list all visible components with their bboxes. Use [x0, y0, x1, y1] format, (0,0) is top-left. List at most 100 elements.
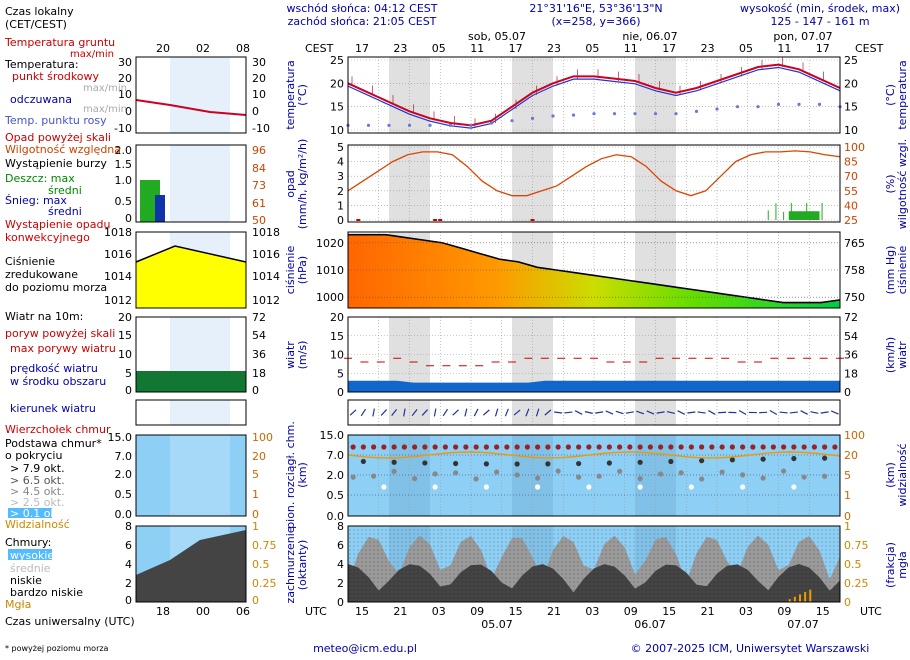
legend-cl-high: wysokie	[10, 549, 54, 562]
legend-rain: Deszcz: max	[5, 172, 75, 185]
wind-tick-r: 54	[844, 330, 858, 343]
cloud-top-dot	[401, 444, 407, 450]
wind-tick-r: 18	[844, 367, 858, 380]
wind-arrow	[656, 411, 665, 414]
night-band	[389, 57, 430, 133]
hum-tick: 70	[844, 170, 858, 183]
mini-pres-tick: 1012	[104, 294, 132, 307]
legend-temp-maxmin: max/min	[83, 83, 127, 94]
legend-okt5: > 0.1 okt.	[10, 507, 65, 520]
dew-point	[653, 112, 658, 116]
footer-email[interactable]: meteo@icm.edu.pl	[313, 642, 417, 655]
mini-pres-tick-r: 1016	[252, 248, 280, 261]
cloud-base-dot	[740, 484, 746, 490]
bottom-hour: 03	[585, 605, 599, 618]
vis-tick: 100	[844, 429, 865, 442]
mini-pres-tick: 1018	[104, 226, 132, 239]
legend-visibility: Widzialność	[5, 518, 70, 531]
cloud-top-dot	[658, 444, 664, 450]
mini-pres-tick-r: 1012	[252, 294, 280, 307]
cloud-base-dot	[391, 468, 397, 474]
dew-point	[756, 105, 760, 109]
day-label-2: nie, 06.07	[622, 30, 677, 43]
mini-wind-tick: 0	[125, 384, 132, 397]
mini-hum-tick: 96	[252, 144, 266, 157]
cloud-tick: 15.0	[320, 429, 345, 442]
cest-right: CEST	[855, 42, 884, 55]
precip-tick: 4	[337, 156, 344, 169]
dew-point	[694, 109, 699, 113]
vis-tick: 0	[844, 510, 851, 523]
mini-fog-tick: 0.25	[252, 577, 277, 590]
dew-point	[469, 123, 473, 127]
wind-arrow	[666, 410, 675, 415]
bottom-hour: 09	[777, 605, 791, 618]
wind-arrow	[349, 409, 357, 416]
cloud-base-dot	[576, 474, 582, 480]
dew-point	[407, 123, 412, 127]
legend-pressure2: zredukowane	[5, 268, 78, 281]
cloud-base-dot	[781, 468, 787, 474]
side-wind-r: (km/h)	[884, 337, 897, 373]
dew-point	[592, 112, 596, 116]
mini-pres-tick: 1014	[104, 270, 132, 283]
legend-precip-occ: Wystąpienie opadu	[5, 218, 110, 231]
side-temp-r2: temperatura	[896, 60, 909, 129]
temp-tick-r: 20	[844, 77, 858, 90]
mini-cov-tick: 6	[125, 539, 132, 552]
cloud-base-dot	[699, 476, 705, 482]
hum-tick: 55	[844, 185, 858, 198]
mini-wind-tick-r: 54	[252, 329, 266, 342]
cloud-base-dot	[740, 472, 746, 478]
legend-gust-over: poryw powyżej skali	[5, 327, 115, 340]
temp-tick: 20	[330, 77, 344, 90]
side-fog-r2: mgła	[896, 551, 909, 579]
panel-frame	[347, 56, 841, 134]
side-cov-l2: (oktanty)	[296, 540, 309, 591]
cloud-base-dot	[350, 474, 356, 480]
cloud-base-dot	[658, 471, 664, 477]
wind-arrow	[433, 408, 437, 417]
legend-temp-soil-sub: max/min	[70, 49, 114, 60]
cloud-base-dot	[637, 459, 643, 465]
mini-frame	[135, 399, 247, 426]
wind-tick: 5	[337, 367, 344, 380]
legend-temp-felt-sub: max/min	[83, 104, 127, 115]
mini-wind-area	[136, 371, 246, 392]
cloud-top-dot	[596, 444, 602, 450]
fog-bar	[804, 592, 807, 602]
mini-precip-tick: 0	[125, 212, 132, 225]
cov-tick: 0	[337, 596, 344, 609]
cloud-top-dot	[699, 444, 705, 450]
fog-tick: 0.75	[844, 539, 869, 552]
legend-snow: Śnieg: max	[5, 194, 67, 207]
day-label-1: sob, 05.07	[468, 30, 526, 43]
date-1: 05.07	[481, 618, 513, 631]
temp-tick: 25	[330, 54, 344, 67]
pres-tick-r: 765	[844, 237, 865, 250]
cloud-base-dot	[514, 472, 520, 478]
legend-cloud-base: Podstawa chmur*	[5, 437, 102, 450]
wind-arrow	[779, 411, 788, 414]
bottom-hour: 21	[393, 605, 407, 618]
dew-point	[551, 114, 555, 118]
cov-tick: 6	[337, 539, 344, 552]
legend-cloud-base2: o pokryciu	[5, 449, 62, 462]
wind-arrow	[564, 411, 573, 414]
wind-arrow	[789, 411, 798, 414]
dew-point	[510, 119, 514, 123]
cloud-base-dot	[617, 468, 623, 474]
fog-tick: 0.25	[844, 577, 869, 590]
side-labels: temperatura (°C) (°C) temperatura opad (…	[284, 60, 909, 603]
legend-temp-felt: odczuwana	[10, 93, 72, 106]
cloud-top-dot	[729, 444, 735, 450]
mini-hum-tick: 61	[252, 197, 266, 210]
top-hour: 11	[470, 42, 484, 55]
wind-arrow	[372, 408, 375, 417]
wind-arrow	[584, 411, 593, 414]
wind-arrow	[677, 410, 685, 415]
wind-arrow	[646, 410, 655, 415]
cloud-top-dot	[463, 444, 469, 450]
side-cloud-l2: (km)	[296, 462, 309, 488]
